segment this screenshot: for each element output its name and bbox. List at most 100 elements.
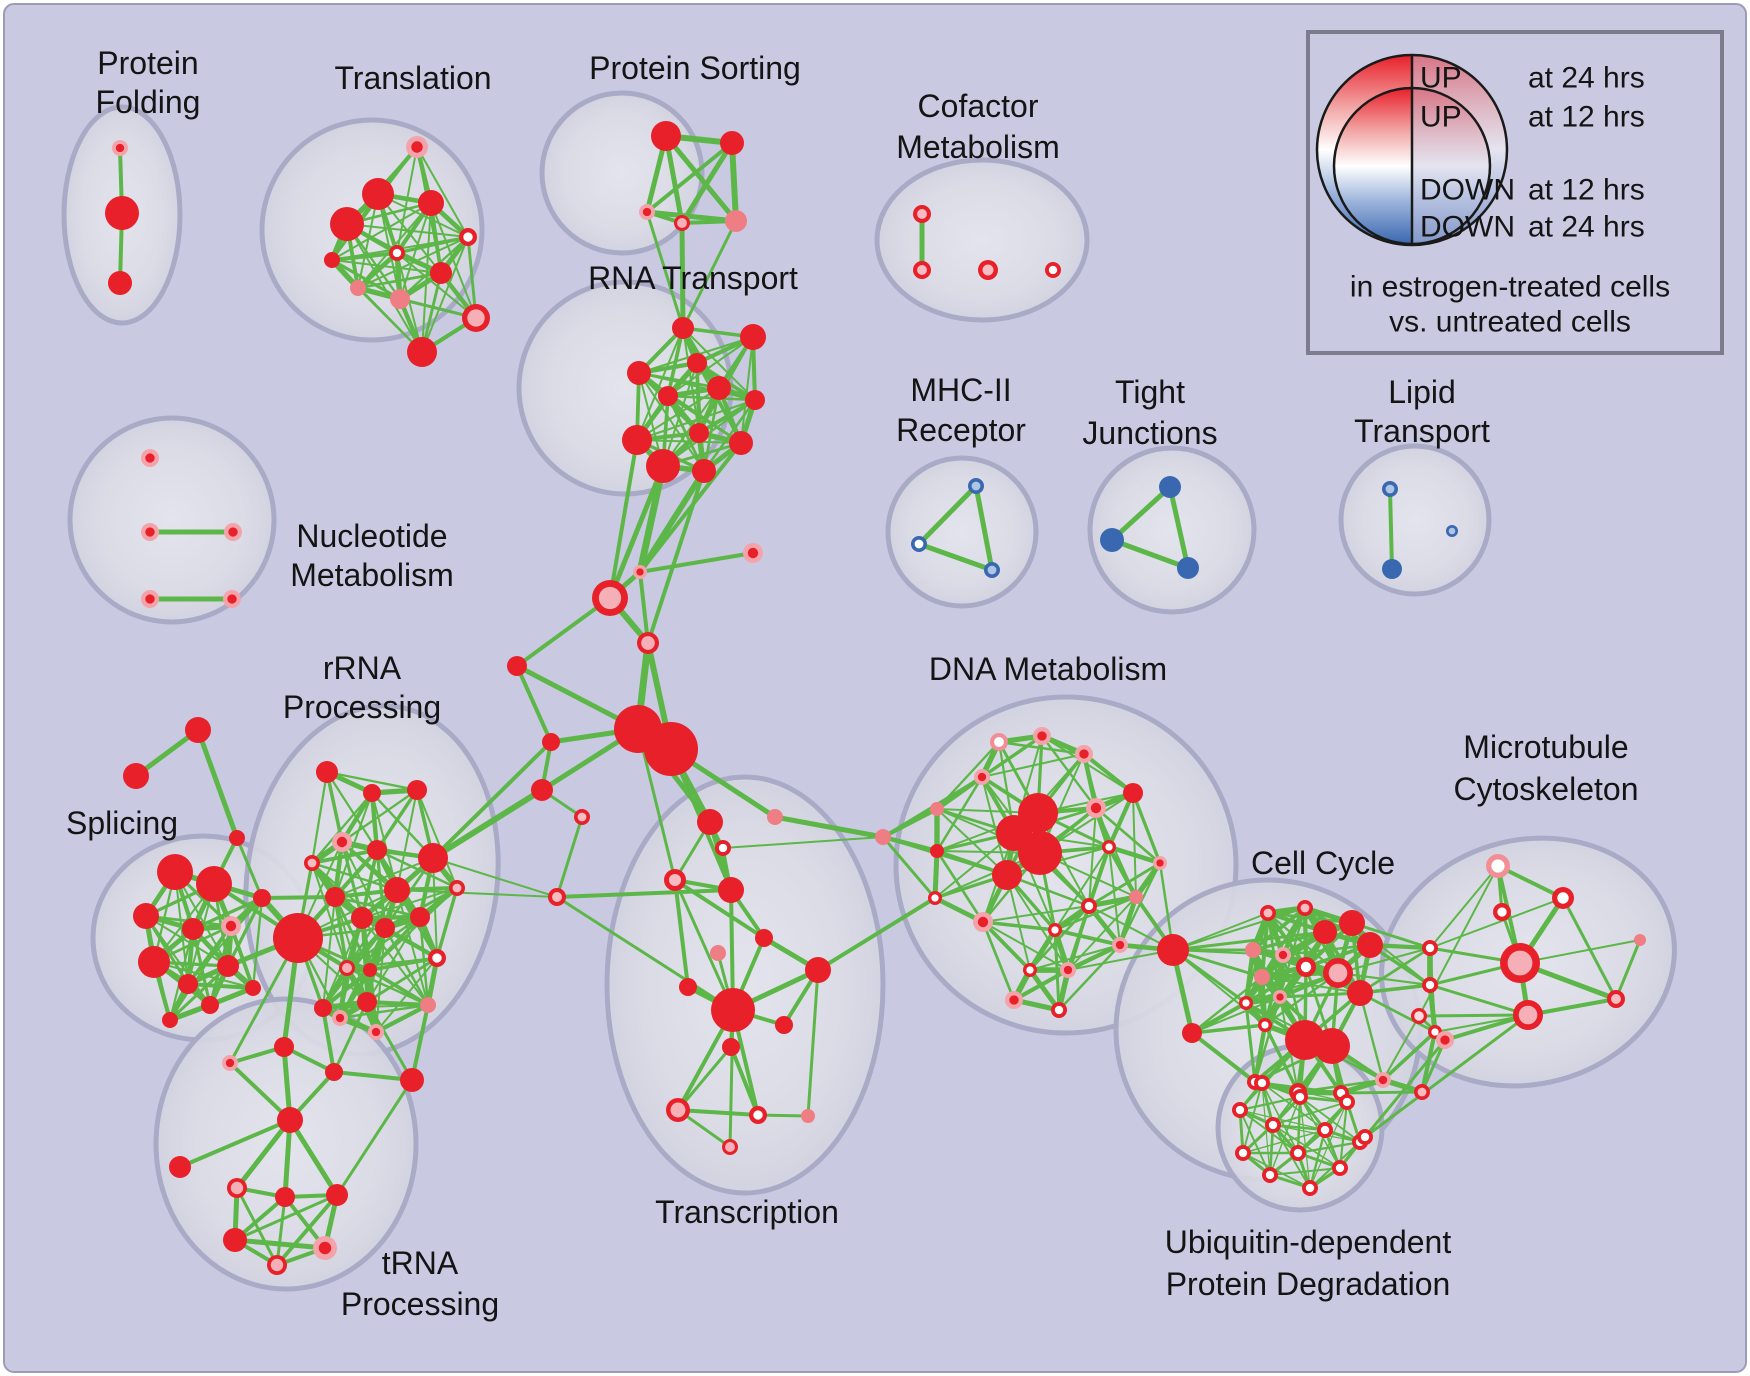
edge-rna-transport [682, 327, 756, 401]
edge-cell-cycle [1244, 965, 1308, 1005]
edge-dna-metabolism [935, 775, 984, 853]
node-inner [1156, 859, 1164, 867]
node-outer [430, 262, 452, 284]
edge-dna-metabolism [1006, 874, 1031, 971]
node-outer [138, 946, 170, 978]
node-inner [982, 264, 994, 276]
edge-tight-junctions [1109, 537, 1191, 571]
node-outer [157, 854, 193, 890]
edge-backbone [636, 462, 667, 576]
gene-node-splicing [196, 866, 232, 902]
node-inner [411, 141, 423, 153]
gene-node-cell-cycle [1375, 1072, 1391, 1088]
gene-node-dna-metabolism [1129, 890, 1143, 904]
edge-protein-sorting [644, 209, 739, 224]
legend-direction-1: UP [1420, 101, 1462, 134]
edge-backbone [432, 857, 558, 898]
edge-trna-processing [287, 1117, 340, 1198]
node-inner [1238, 1148, 1248, 1158]
node-inner [1611, 994, 1621, 1004]
node-outer [196, 866, 232, 902]
edge-splicing [168, 964, 230, 1022]
gene-node-trna-processing [223, 1228, 247, 1252]
gene-node-translation [459, 228, 477, 246]
edge-trna-processing [275, 1193, 339, 1267]
edge-trna-processing [178, 1118, 292, 1169]
node-outer [182, 918, 204, 940]
cluster-bubble-nucleotide-metabolism [67, 415, 277, 625]
edge-backbone [1172, 912, 1269, 951]
cluster-label-mhc-ii-receptor: MHC-II [910, 372, 1011, 408]
node-outer [314, 999, 332, 1017]
legend-time-0: at 24 hrs [1528, 62, 1645, 95]
gene-node-connector [507, 656, 527, 676]
edge-dna-metabolism [932, 848, 940, 901]
node-inner [1048, 265, 1058, 275]
node-inner [1440, 1035, 1450, 1045]
edge-translation [331, 202, 432, 261]
node-outer [407, 780, 427, 800]
gene-node-cell-cycle [1313, 920, 1337, 944]
node-inner [335, 1013, 345, 1023]
node-inner [1051, 926, 1059, 934]
node-outer [672, 317, 694, 339]
node-outer [805, 957, 831, 983]
edge-mhc-ii-receptor [916, 541, 995, 573]
gene-node-cell-cycle [1297, 900, 1313, 916]
cluster-label-trna-processing: tRNA [382, 1245, 459, 1281]
gene-node-cell-cycle [1422, 940, 1438, 956]
gene-node-cell-cycle [1347, 980, 1373, 1006]
node-outer [729, 431, 753, 455]
node-outer [410, 907, 430, 927]
gene-node-rrna-processing [407, 780, 427, 800]
node-inner [1320, 1125, 1330, 1135]
edge-trna-processing [228, 1061, 292, 1122]
gene-node-trna-processing [274, 1037, 294, 1057]
node-inner [668, 873, 682, 887]
node-outer [875, 829, 891, 845]
node-outer [1382, 559, 1402, 579]
gene-node-protein-sorting [725, 210, 747, 232]
edge-splicing [145, 915, 229, 967]
node-inner [318, 1241, 332, 1255]
gene-node-rrna-processing [332, 1010, 348, 1026]
edge-dna-metabolism [1088, 807, 1097, 907]
edge-dna-metabolism [1086, 903, 1123, 948]
gene-node-protein-folding [105, 196, 139, 230]
node-inner [227, 594, 237, 604]
node-inner [432, 953, 442, 963]
gene-node-rrna-processing [375, 918, 395, 938]
edge-splicing [187, 897, 263, 985]
gene-node-dna-metabolism [875, 829, 891, 845]
edge-backbone [681, 219, 738, 330]
node-inner [1385, 484, 1395, 494]
gene-node-transcription [548, 888, 566, 906]
gene-node-protein-sorting [720, 131, 744, 155]
nodes-layer [105, 121, 1646, 1275]
node-inner [145, 594, 155, 604]
gene-node-protein-sorting [674, 215, 690, 231]
node-outer [1182, 1023, 1202, 1043]
cluster-label-tight-junctions: Junctions [1082, 415, 1217, 451]
edge-rna-transport [636, 327, 684, 441]
node-inner [1300, 961, 1312, 973]
edge-backbone [1420, 1038, 1447, 1094]
node-inner [392, 248, 402, 258]
node-inner [1342, 1097, 1352, 1107]
legend-caption: vs. untreated cells [1389, 306, 1631, 339]
cluster-label-transcription: Transcription [655, 1194, 839, 1230]
node-outer [418, 190, 444, 216]
node-outer [930, 802, 944, 816]
node-outer [1339, 910, 1365, 936]
gene-node-dna-metabolism [1112, 937, 1128, 953]
node-inner [670, 1102, 686, 1118]
node-outer [1159, 476, 1181, 498]
edge-backbone [1190, 1031, 1257, 1084]
gene-node-rna-transport [689, 423, 709, 443]
edge-translation [330, 251, 399, 262]
edge-rna-transport [636, 399, 756, 441]
node-outer [367, 840, 387, 860]
gene-node-splicing [157, 854, 193, 890]
edge-backbone [365, 1000, 414, 1082]
gene-node-dna-metabolism [1033, 727, 1051, 745]
